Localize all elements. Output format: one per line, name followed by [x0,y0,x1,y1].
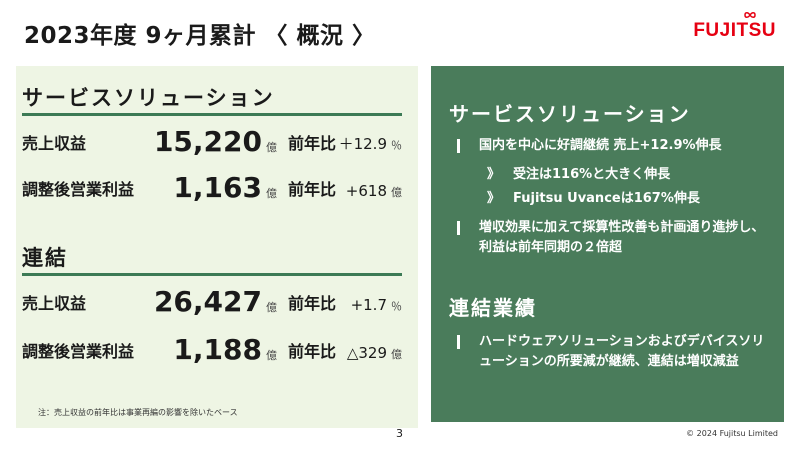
consolidated-bullet-1: ハードウェアソリューションおよびデバイスソリューションの所要減が継続、連結は増収… [457,332,777,372]
service-heading-rule [22,113,402,116]
page-number: 3 [396,427,403,440]
row-change: △329 億 [346,344,402,362]
consolidated-revenue-row: 売上収益 26,427 億 前年比 +1.7 ％ [22,285,412,318]
left-panel: サービスソリューション 売上収益 15,220 億 前年比 ＋12.9 ％ 調整後… [16,66,418,428]
row-yoy-label: 前年比 [288,342,337,361]
fujitsu-infinity-mark-icon [744,12,756,18]
slide-title: 2023年度 9ヶ月累計 〈 概況 〉 [24,23,376,49]
row-label: 売上収益 [22,294,87,313]
row-value: 15,220 [153,125,262,158]
service-bullet-2: 増収効果に加えて採算性改善も計画通り進捗し、利益は前年同期の２倍超 [457,218,777,258]
service-bullet-1: 国内を中心に好調継続 売上+12.9%伸長 [457,136,777,156]
bullet-bar-icon [457,335,460,349]
row-label: 調整後営業利益 [22,180,135,199]
consolidated-heading: 連結 [22,246,68,270]
row-label: 売上収益 [22,134,87,153]
row-label: 調整後営業利益 [22,342,135,361]
row-yoy-label: 前年比 [288,180,337,199]
fujitsu-logo: FUJITSU [693,20,776,41]
consolidated-heading-rule [22,273,402,276]
service-revenue-row: 売上収益 15,220 億 前年比 ＋12.9 ％ [22,125,412,158]
row-yoy-label: 前年比 [288,134,337,153]
bullet-bar-icon [457,139,460,153]
row-change: +618 億 [345,182,402,200]
consolidated-summary-heading: 連結業績 [449,296,537,320]
row-value: 1,163 [173,171,262,204]
bullet-bar-icon [457,221,460,235]
service-solutions-heading: サービスソリューション [22,86,275,110]
row-unit: 億 [266,141,277,154]
service-summary-heading: サービスソリューション [449,102,691,126]
row-yoy-label: 前年比 [288,294,337,313]
row-value: 1,188 [173,333,262,366]
service-sub-bullet-1: 》受注は116%と大きく伸長 [487,167,671,182]
row-unit: 億 [266,349,277,362]
service-sub-bullet-2: 》 Fujitsu Uvanceは167%伸長 [487,191,700,206]
row-unit: 億 [266,301,277,314]
service-op-profit-row: 調整後営業利益 1,163 億 前年比 +618 億 [22,171,412,204]
row-change: +1.7 ％ [350,296,402,314]
copyright: © 2024 Fujitsu Limited [686,429,778,438]
row-value: 26,427 [153,285,262,318]
consolidated-op-profit-row: 調整後営業利益 1,188 億 前年比 △329 億 [22,333,412,366]
row-unit: 億 [266,187,277,200]
right-panel: サービスソリューション 国内を中心に好調継続 売上+12.9%伸長 》受注は11… [431,66,784,422]
row-change: ＋12.9 ％ [338,135,402,153]
footnote: 注：売上収益の前年比は事業再編の影響を除いたベース [38,408,238,417]
